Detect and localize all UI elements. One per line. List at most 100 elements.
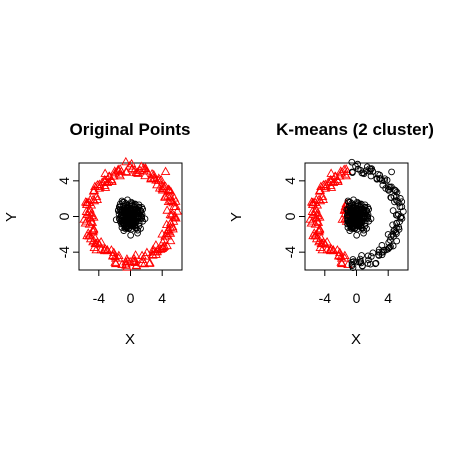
x-tick-label: 0 bbox=[127, 290, 135, 306]
data-point-triangle bbox=[156, 174, 166, 184]
data-point-circle bbox=[368, 165, 375, 172]
data-point-triangle bbox=[152, 179, 162, 189]
data-point-circle bbox=[393, 220, 401, 227]
data-point-circle bbox=[387, 233, 395, 240]
data-point-circle bbox=[123, 208, 130, 216]
data-point-triangle bbox=[88, 225, 99, 234]
x-axis-label: X bbox=[351, 331, 361, 348]
data-point-triangle bbox=[160, 192, 171, 201]
data-point-triangle bbox=[335, 247, 345, 256]
data-point-circle bbox=[357, 259, 365, 267]
data-point-circle bbox=[397, 213, 405, 220]
data-point-triangle bbox=[91, 244, 101, 254]
data-point-triangle bbox=[165, 209, 176, 219]
data-point-triangle bbox=[330, 171, 341, 180]
data-point-triangle bbox=[337, 214, 347, 223]
data-point-circle bbox=[344, 216, 352, 224]
data-point-triangle bbox=[340, 169, 350, 178]
data-point-triangle bbox=[315, 223, 325, 233]
data-point-circle bbox=[346, 219, 353, 227]
x-tick-label: 4 bbox=[158, 290, 166, 306]
data-point-triangle bbox=[142, 247, 152, 256]
data-point-triangle bbox=[307, 206, 318, 215]
data-point-triangle bbox=[84, 219, 95, 228]
data-point-triangle bbox=[320, 239, 330, 248]
data-point-triangle bbox=[314, 236, 324, 246]
data-point-triangle bbox=[102, 244, 112, 254]
data-point-triangle bbox=[149, 173, 160, 182]
tick-group: -4 0 4 -4 0 4 bbox=[282, 177, 392, 306]
data-point-triangle bbox=[326, 244, 337, 253]
data-point-triangle bbox=[125, 256, 135, 266]
data-point-triangle bbox=[162, 240, 172, 250]
data-point-triangle bbox=[170, 211, 180, 220]
chart-title: K-means (2 cluster) bbox=[276, 120, 434, 139]
data-point-circle bbox=[344, 197, 352, 205]
data-point-triangle bbox=[79, 214, 89, 223]
data-point-circle bbox=[123, 205, 130, 212]
data-point-circle bbox=[352, 163, 359, 170]
data-point-triangle bbox=[159, 234, 169, 244]
data-point-circle bbox=[130, 215, 138, 222]
data-point-triangle bbox=[318, 179, 329, 189]
data-point-circle bbox=[343, 212, 351, 219]
data-point-triangle bbox=[129, 165, 140, 174]
data-point-triangle bbox=[140, 170, 150, 180]
data-point-circle bbox=[349, 205, 356, 212]
data-point-triangle bbox=[165, 191, 176, 200]
data-point-circle bbox=[384, 245, 392, 253]
data-point-circle bbox=[356, 215, 364, 222]
data-point-triangle bbox=[328, 244, 338, 254]
data-point-triangle bbox=[81, 206, 92, 215]
y-axis-label: Y bbox=[3, 212, 20, 222]
point-group bbox=[305, 158, 407, 271]
y-tick-label: 0 bbox=[56, 212, 72, 220]
data-point-circle bbox=[365, 217, 373, 225]
data-point-triangle bbox=[145, 257, 155, 267]
data-point-circle bbox=[367, 253, 375, 260]
data-point-triangle bbox=[314, 226, 324, 236]
data-point-circle bbox=[386, 244, 393, 251]
data-point-circle bbox=[380, 246, 388, 254]
data-point-circle bbox=[369, 249, 377, 257]
data-point-triangle bbox=[314, 186, 325, 195]
data-point-triangle bbox=[88, 186, 99, 195]
data-point-triangle bbox=[107, 176, 117, 185]
data-point-circle bbox=[118, 216, 126, 224]
data-point-circle bbox=[118, 197, 126, 205]
data-point-triangle bbox=[138, 163, 149, 172]
data-point-circle bbox=[114, 207, 122, 215]
y-axis-label: Y bbox=[228, 212, 245, 222]
data-point-circle bbox=[348, 158, 356, 166]
data-point-triangle bbox=[160, 166, 171, 176]
data-point-triangle bbox=[165, 218, 176, 227]
data-point-triangle bbox=[109, 247, 119, 256]
data-point-triangle bbox=[104, 171, 115, 180]
data-point-triangle bbox=[100, 244, 111, 253]
data-point-circle bbox=[377, 175, 384, 183]
data-point-triangle bbox=[164, 226, 175, 236]
data-point-circle bbox=[359, 225, 366, 232]
data-point-circle bbox=[117, 212, 125, 219]
data-point-triangle bbox=[337, 258, 347, 267]
data-point-circle bbox=[134, 226, 142, 234]
data-point-circle bbox=[360, 229, 367, 237]
data-point-circle bbox=[392, 228, 400, 236]
data-point-circle bbox=[372, 260, 379, 268]
data-point-circle bbox=[387, 194, 395, 202]
data-point-triangle bbox=[139, 258, 150, 268]
data-point-triangle bbox=[117, 259, 127, 269]
data-point-circle bbox=[120, 219, 127, 227]
data-point-circle bbox=[354, 160, 361, 168]
data-point-triangle bbox=[94, 239, 104, 248]
data-point-triangle bbox=[129, 253, 139, 263]
data-point-circle bbox=[354, 202, 361, 210]
data-point-triangle bbox=[110, 253, 121, 262]
x-axis-label: X bbox=[125, 331, 135, 348]
y-tick-label: -4 bbox=[56, 246, 72, 259]
data-point-triangle bbox=[89, 195, 100, 205]
data-point-triangle bbox=[124, 161, 135, 170]
data-point-triangle bbox=[85, 194, 96, 204]
data-point-circle bbox=[389, 242, 397, 250]
